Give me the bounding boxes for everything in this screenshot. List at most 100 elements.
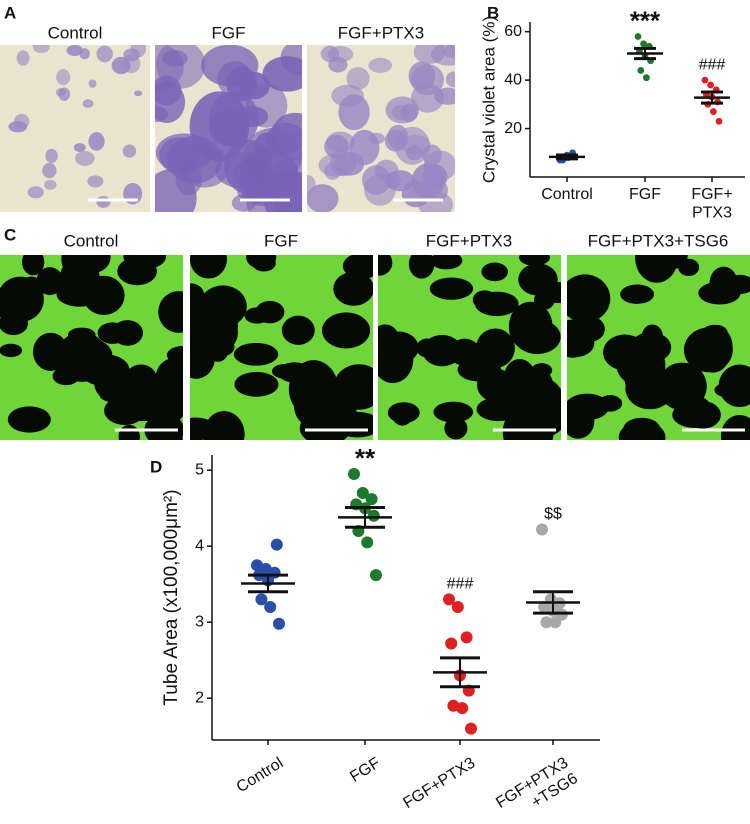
y-tick-label: 40 (504, 71, 522, 88)
stain (44, 179, 57, 190)
gap (7, 406, 51, 433)
data-point (445, 637, 458, 650)
gap (641, 324, 664, 350)
stain (74, 151, 95, 166)
stain (324, 134, 349, 159)
stain (413, 45, 446, 64)
stain (42, 163, 57, 179)
gap (354, 369, 373, 388)
gap (433, 401, 474, 423)
stain (130, 45, 147, 58)
gap (521, 368, 554, 401)
data-point (255, 593, 268, 606)
gap (574, 316, 605, 342)
stain (226, 66, 257, 102)
stain (445, 71, 455, 88)
significance-label: $$ (544, 506, 562, 523)
y-tick-label: 60 (504, 23, 522, 40)
stain (208, 91, 259, 147)
stain (96, 196, 111, 208)
stain (87, 175, 104, 188)
gap (416, 338, 438, 358)
gap (36, 267, 64, 296)
stain (45, 148, 58, 164)
gap (190, 296, 210, 341)
gap (202, 314, 232, 346)
stain (307, 184, 339, 212)
x-tick-label: FGF+PTX3+TSG6 (493, 755, 581, 824)
stain (167, 135, 223, 184)
gap (567, 393, 610, 421)
stain (405, 145, 424, 161)
stain (215, 152, 269, 189)
gap (321, 312, 371, 349)
stain (364, 173, 396, 206)
image-label: FGF+PTX3+TSG6 (588, 231, 729, 250)
stain (55, 88, 66, 97)
gap (281, 315, 315, 345)
stain (134, 90, 143, 97)
significance-label: *** (630, 5, 661, 35)
micrograph (155, 45, 302, 212)
y-tick-label: 4 (195, 537, 204, 554)
stain (82, 99, 94, 108)
data-point (634, 33, 642, 40)
data-point (643, 74, 650, 82)
data-point (540, 616, 553, 629)
gap (489, 398, 513, 411)
data-point (348, 468, 360, 480)
stain (443, 45, 455, 59)
gap (567, 278, 587, 300)
data-point (456, 702, 469, 715)
gap (475, 328, 515, 368)
stain (16, 50, 30, 66)
data-point (443, 593, 455, 606)
y-axis-label: Crystal violet area (%) (479, 16, 498, 183)
gap (318, 395, 357, 432)
gap (718, 364, 750, 408)
data-point (701, 76, 709, 84)
gap (64, 255, 107, 268)
stain (8, 121, 28, 133)
gap (519, 255, 550, 266)
significance-label: ** (355, 443, 376, 473)
data-point (273, 617, 285, 630)
gap (387, 402, 420, 424)
data-point (361, 536, 374, 549)
gap (620, 284, 655, 304)
data-point (356, 487, 369, 499)
panel-letter: B (487, 3, 499, 22)
gap (429, 277, 474, 300)
gap (697, 336, 730, 373)
x-tick-label: Control (541, 186, 593, 203)
gap (430, 255, 463, 270)
data-point (710, 108, 717, 116)
data-point (637, 67, 645, 74)
y-axis-label: Tube Area (x100,000μm²) (161, 489, 182, 705)
data-point (370, 569, 382, 582)
x-tick-label: FGF+PTX3 (400, 755, 478, 813)
gap (112, 320, 144, 346)
image-label: FGF+PTX3 (426, 231, 512, 250)
data-point (264, 601, 277, 613)
gap (378, 331, 419, 364)
gap (518, 263, 558, 296)
gap (117, 257, 157, 286)
stain (32, 45, 50, 54)
gap (190, 255, 227, 279)
data-point (640, 40, 647, 48)
stain (122, 53, 141, 74)
gap (512, 308, 552, 332)
image-label: Control (64, 231, 119, 250)
data-point (451, 601, 464, 613)
data-point (465, 722, 477, 735)
data-point (365, 493, 378, 506)
gap (59, 257, 100, 301)
gap (244, 307, 270, 324)
gap (567, 335, 588, 358)
gap (623, 417, 661, 440)
data-point (270, 538, 283, 551)
gap (709, 266, 738, 300)
gap (481, 262, 509, 282)
